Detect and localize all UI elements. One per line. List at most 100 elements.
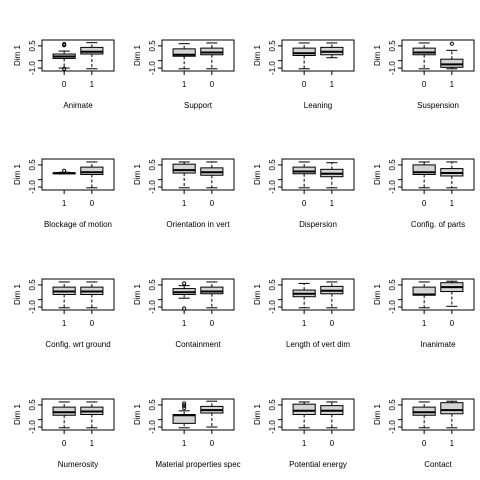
x-tick-label: 0 (90, 199, 95, 208)
y-axis-label: Dim 1 (133, 45, 142, 66)
plot-frame (281, 278, 355, 311)
panel-xlabel: Contact (424, 460, 452, 469)
x-tick-label: 0 (302, 199, 307, 208)
panel: 0.5 -1.0 Dim 1 1 0 Orientation in vert (133, 158, 235, 229)
x-tick-label: 0 (422, 80, 427, 89)
panel-xlabel: Blockage of motion (44, 220, 112, 229)
y-tick-label: -1.0 (268, 300, 277, 314)
box-body (412, 406, 436, 416)
y-tick-label: -1.0 (388, 61, 397, 75)
x-tick-label: 1 (182, 80, 187, 89)
y-tick-label: 0.5 (28, 279, 37, 291)
box-1: 0 (320, 281, 344, 328)
y-tick-label: -1.0 (268, 420, 277, 434)
outlier-point (182, 403, 187, 408)
y-tick-label: 0.5 (388, 279, 397, 291)
panel: 0.5 -1.0 Dim 1 0 1 Config. of parts (373, 158, 475, 229)
box-body (292, 403, 316, 415)
y-axis-label: Dim 1 (253, 284, 262, 305)
x-tick-label: 1 (62, 199, 67, 208)
panel-xlabel: Config. of parts (411, 220, 465, 229)
x-tick-label: 1 (422, 319, 427, 328)
outlier-point (62, 42, 67, 47)
panel: 0.5 -1.0 Dim 1 0 1 Suspension (373, 39, 475, 110)
box-1: 1 (80, 42, 104, 89)
y-tick-label: -1.0 (28, 300, 37, 314)
panel: 0.5 -1.0 Dim 1 0 1 Contact (373, 398, 475, 469)
x-tick-label: 0 (450, 319, 455, 328)
box-body (412, 164, 436, 175)
y-axis-label: Dim 1 (13, 45, 22, 66)
x-tick-label: 1 (450, 439, 455, 448)
panel-xlabel: Potential energy (289, 460, 347, 469)
y-axis-label: Dim 1 (373, 164, 382, 185)
y-tick-label: 0.5 (148, 40, 157, 52)
x-tick-label: 1 (182, 199, 187, 208)
y-axis-label: Dim 1 (13, 164, 22, 185)
plot-frame (401, 278, 475, 311)
box-0: 0 (292, 161, 316, 208)
panel: 0.5 -1.0 Dim 1 1 0 Potential energy (253, 398, 355, 469)
y-tick-label: -1.0 (28, 420, 37, 434)
y-tick-label: 0.5 (268, 399, 277, 411)
x-tick-label: 0 (62, 80, 67, 89)
outlier-point (182, 281, 187, 286)
panel-xlabel: Suspension (417, 101, 459, 110)
y-tick-label: 0.5 (388, 40, 397, 52)
y-tick-label: -1.0 (388, 420, 397, 434)
box-1: 0 (440, 280, 464, 328)
plot-frame (281, 39, 355, 72)
panel: 0.5 -1.0 Dim 1 1 0 Support (133, 39, 235, 110)
x-tick-label: 1 (302, 439, 307, 448)
y-tick-label: -1.0 (268, 61, 277, 75)
box-1: 0 (200, 281, 224, 328)
x-tick-label: 1 (450, 80, 455, 89)
panel-xlabel: Config. wrt ground (45, 340, 110, 349)
x-tick-label: 1 (182, 319, 187, 328)
y-tick-label: -1.0 (148, 180, 157, 194)
plot-frame (281, 158, 355, 191)
x-tick-label: 0 (330, 439, 335, 448)
y-axis-label: Dim 1 (253, 404, 262, 425)
panel: 0.5 -1.0 Dim 1 1 0 Length of vert dim (253, 278, 355, 349)
box-0: 0 (412, 401, 436, 448)
y-tick-label: 0.5 (268, 159, 277, 171)
y-axis-label: Dim 1 (373, 404, 382, 425)
plot-frame (161, 39, 235, 72)
box-body (80, 46, 104, 55)
box-1: 1 (440, 400, 464, 448)
box-0: 1 (292, 282, 316, 328)
x-tick-label: 0 (210, 199, 215, 208)
panel-xlabel: Animate (63, 101, 93, 110)
x-tick-label: 0 (210, 80, 215, 89)
box-0: 1 (172, 161, 196, 208)
panel-xlabel: Length of vert dim (286, 340, 350, 349)
y-axis-label: Dim 1 (133, 284, 142, 305)
y-tick-label: -1.0 (28, 180, 37, 194)
plot-frame (41, 158, 115, 191)
y-axis-label: Dim 1 (253, 164, 262, 185)
y-tick-label: -1.0 (268, 180, 277, 194)
box-1: 1 (320, 42, 344, 89)
y-tick-label: -1.0 (28, 61, 37, 75)
plot-frame (161, 398, 235, 431)
y-axis-label: Dim 1 (373, 45, 382, 66)
x-tick-label: 0 (210, 439, 215, 448)
box-0: 1 (172, 401, 196, 448)
y-tick-label: 0.5 (148, 159, 157, 171)
y-tick-label: 0.5 (148, 399, 157, 411)
y-tick-label: 0.5 (28, 40, 37, 52)
y-tick-label: 0.5 (388, 159, 397, 171)
y-tick-label: 0.5 (148, 279, 157, 291)
box-body (292, 47, 316, 57)
y-tick-label: -1.0 (388, 300, 397, 314)
box-0: 1 (52, 281, 76, 328)
x-tick-label: 1 (302, 319, 307, 328)
box-body (440, 58, 464, 68)
panel: 0.5 -1.0 Dim 1 1 0 Config. wrt ground (13, 278, 115, 349)
box-0: 0 (52, 401, 76, 448)
y-axis-label: Dim 1 (133, 164, 142, 185)
outlier-point (449, 41, 454, 46)
x-tick-label: 0 (210, 319, 215, 328)
